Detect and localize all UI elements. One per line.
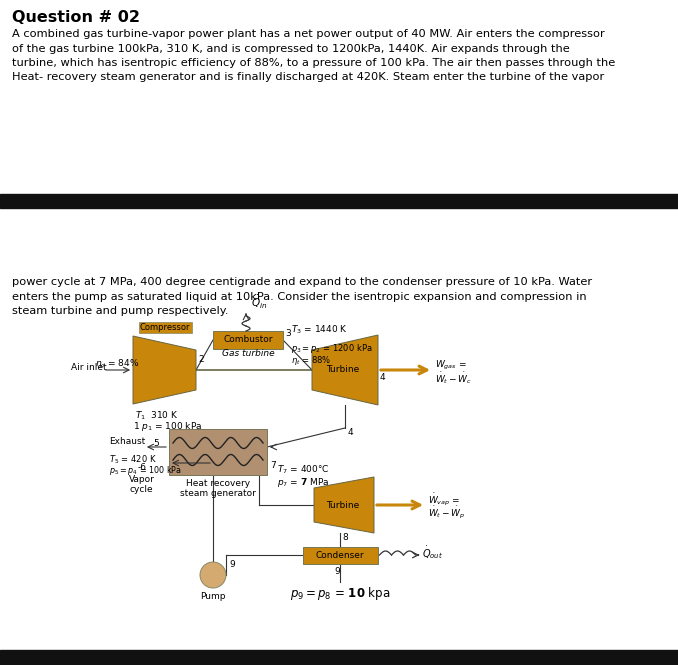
Text: Question # 02: Question # 02 (12, 10, 140, 25)
Polygon shape (133, 336, 196, 404)
Text: $\eta_t$ = 88%: $\eta_t$ = 88% (291, 354, 332, 367)
Text: Turbine: Turbine (326, 501, 359, 509)
Bar (169, 429, 267, 475)
Text: $p_5 = p_4$ = 100 kPa: $p_5 = p_4$ = 100 kPa (109, 464, 182, 477)
Text: $\dot{Q}_{in}$: $\dot{Q}_{in}$ (251, 294, 267, 311)
Text: $p_7$ = $\mathbf{7}$ MPa: $p_7$ = $\mathbf{7}$ MPa (277, 476, 330, 489)
Text: Condenser: Condenser (316, 551, 364, 559)
Bar (0, 650, 678, 665)
Text: Turbine: Turbine (326, 366, 359, 374)
Text: power cycle at 7 MPa, 400 degree centigrade and expand to the condenser pressure: power cycle at 7 MPa, 400 degree centigr… (12, 277, 592, 287)
Text: 4: 4 (380, 374, 386, 382)
Text: A combined gas turbine-vapor power plant has a net power output of 40 MW. Air en: A combined gas turbine-vapor power plant… (12, 29, 605, 39)
Text: 5: 5 (153, 440, 159, 448)
Bar (0, 194, 678, 208)
Text: 9: 9 (334, 567, 340, 575)
Text: $\dot{Q}_{out}$: $\dot{Q}_{out}$ (422, 545, 443, 561)
Text: $T_1$  310 K: $T_1$ 310 K (135, 410, 178, 422)
Text: $\dot{W}_{vap}$ =: $\dot{W}_{vap}$ = (428, 492, 460, 508)
Text: $T_7$ = 400°C: $T_7$ = 400°C (277, 464, 330, 477)
Text: $\dot{W}_t - \dot{W}_p$: $\dot{W}_t - \dot{W}_p$ (428, 505, 466, 521)
Text: Compressor: Compressor (140, 323, 191, 332)
Text: Combustor: Combustor (223, 336, 273, 344)
Text: $p_3 = p_2$ = 1200 kPa: $p_3 = p_2$ = 1200 kPa (291, 342, 372, 355)
Text: 9: 9 (229, 560, 235, 569)
Text: Gas turbine: Gas turbine (222, 350, 275, 358)
Text: of the gas turbine 100kPa, 310 K, and is compressed to 1200kPa, 1440K. Air expan: of the gas turbine 100kPa, 310 K, and is… (12, 43, 570, 53)
Text: 4: 4 (348, 428, 354, 437)
Text: $T_3$ = 1440 K: $T_3$ = 1440 K (291, 323, 348, 336)
Text: steam turbine and pump respectively.: steam turbine and pump respectively. (12, 306, 228, 316)
Text: turbine, which has isentropic efficiency of 88%, to a pressure of 100 kPa. The a: turbine, which has isentropic efficiency… (12, 58, 615, 68)
Bar (302, 547, 378, 563)
Text: 7: 7 (270, 462, 276, 471)
Text: steam generator: steam generator (180, 489, 256, 498)
Text: Heat- recovery steam generator and is finally discharged at 420K. Steam enter th: Heat- recovery steam generator and is fi… (12, 72, 604, 82)
Text: Exhaust: Exhaust (109, 438, 145, 446)
Text: Vapor: Vapor (129, 475, 155, 485)
Text: $p_9 = p_8$ = $\mathbf{10}$ kpa: $p_9 = p_8$ = $\mathbf{10}$ kpa (290, 585, 391, 602)
Text: $\dot{W}_t - \dot{W}_c$: $\dot{W}_t - \dot{W}_c$ (435, 370, 472, 386)
Text: $W_{gas}$ =: $W_{gas}$ = (435, 358, 466, 372)
Text: 8: 8 (342, 533, 348, 543)
Text: $T_5$ = 420 K: $T_5$ = 420 K (109, 453, 157, 465)
Text: cycle: cycle (129, 485, 153, 495)
Circle shape (200, 562, 226, 588)
Text: Air inlet: Air inlet (71, 364, 106, 372)
Text: enters the pump as saturated liquid at 10kPa. Consider the isentropic expansion : enters the pump as saturated liquid at 1… (12, 291, 586, 301)
Text: 3: 3 (285, 329, 291, 338)
Polygon shape (312, 335, 378, 405)
Text: 2: 2 (198, 355, 203, 364)
Bar (213, 331, 283, 349)
Text: -6: -6 (138, 462, 147, 471)
Polygon shape (314, 477, 374, 533)
Text: $\eta_c$ = 84%: $\eta_c$ = 84% (95, 358, 139, 370)
Text: 1 $p_1$ = 100 kPa: 1 $p_1$ = 100 kPa (133, 420, 202, 433)
Text: Pump: Pump (200, 592, 226, 601)
Text: Heat recovery: Heat recovery (186, 479, 250, 488)
